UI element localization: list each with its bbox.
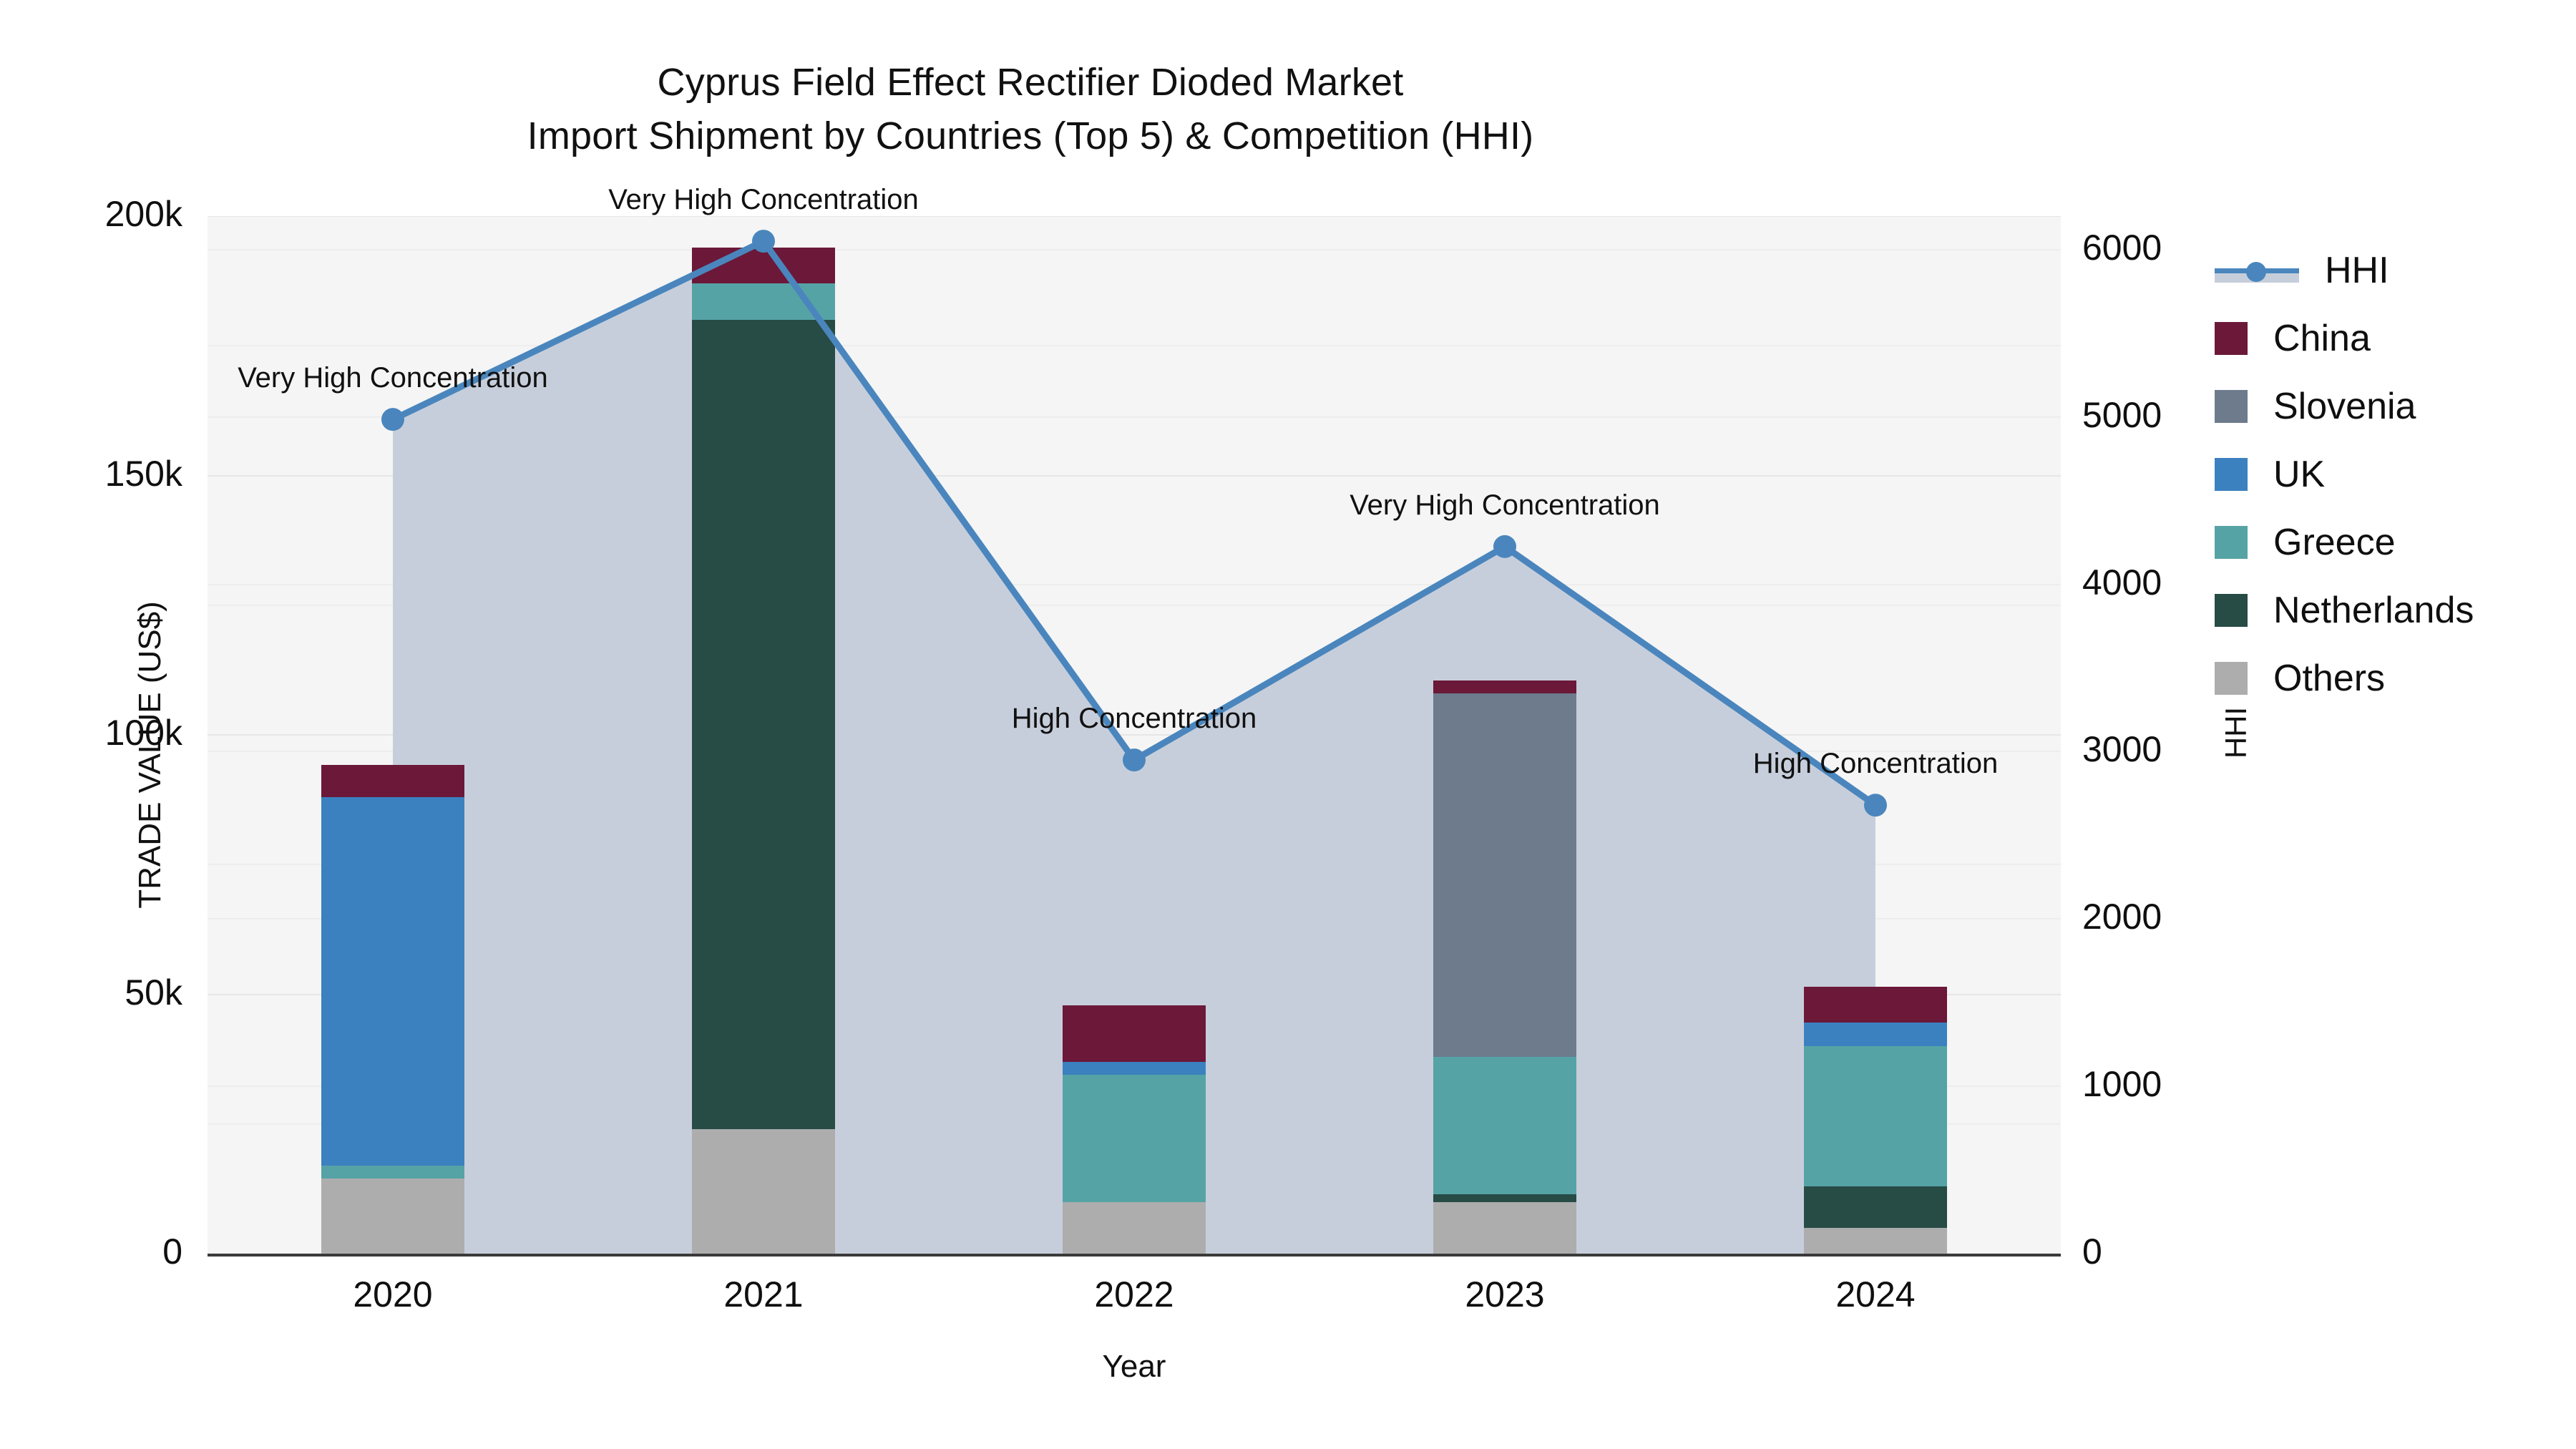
gridline-secondary (208, 583, 2061, 585)
bar-segment-others[interactable] (1063, 1201, 1206, 1254)
bar-segment-others[interactable] (692, 1129, 835, 1254)
hhi-marker[interactable] (1864, 794, 1887, 817)
gridline (208, 734, 2061, 736)
annotation-2022: High Concentration (1011, 703, 1257, 735)
bar-segment-greece[interactable] (1804, 1046, 1947, 1186)
legend-item-hhi[interactable]: HHI (2215, 236, 2474, 304)
bar-segment-greece[interactable] (1433, 1056, 1576, 1194)
legend-item-china[interactable]: China (2215, 304, 2474, 372)
legend-item-label: UK (2273, 453, 2326, 495)
bar-segment-china[interactable] (1063, 1005, 1206, 1062)
chart-title: Cyprus Field Effect Rectifier Dioded Mar… (0, 56, 2061, 162)
x-axis-tick-label-2023: 2023 (1465, 1274, 1545, 1314)
gridline-secondary (208, 416, 2061, 418)
bar-group[interactable] (1433, 216, 1576, 1254)
annotation-2021: Very High Concentration (608, 184, 919, 216)
x-axis-tick-label-2021: 2021 (723, 1274, 804, 1314)
legend-line-marker-icon (2215, 254, 2299, 287)
bar-segment-netherlands[interactable] (692, 320, 835, 1129)
y-axis-left-tick-label: 200k (104, 194, 182, 234)
bar-segment-uk[interactable] (1804, 1023, 1947, 1046)
legend-point-icon (2246, 261, 2266, 282)
legend-color-swatch (2215, 661, 2248, 695)
legend-item-label: Slovenia (2273, 385, 2416, 427)
y-axis-right-tick-label: 2000 (2082, 897, 2162, 937)
bar-group[interactable] (1063, 216, 1206, 1254)
legend-color-swatch (2215, 525, 2248, 559)
y-axis-right-tick-label: 1000 (2082, 1064, 2162, 1105)
y-axis-left-tick-label: 50k (125, 972, 182, 1013)
gridline-secondary (208, 248, 2061, 250)
hhi-marker[interactable] (1123, 748, 1146, 772)
y-axis-left-tick-label: 100k (104, 713, 182, 753)
bar-segment-others[interactable] (1804, 1227, 1947, 1254)
gridline (208, 216, 2061, 217)
legend-item-netherlands[interactable]: Netherlands (2215, 576, 2474, 644)
annotation-2020: Very High Concentration (238, 362, 548, 394)
y-axis-right-tick-label: 4000 (2082, 562, 2162, 602)
legend-item-others[interactable]: Others (2215, 644, 2474, 712)
bar-segment-greece[interactable] (321, 1165, 464, 1179)
hhi-marker[interactable] (752, 230, 775, 253)
bar-segment-china[interactable] (1433, 680, 1576, 693)
y-axis-left-tick-label: 0 (162, 1231, 182, 1272)
bar-segment-uk[interactable] (1063, 1061, 1206, 1075)
y-axis-right-tick-label: 6000 (2082, 227, 2162, 268)
plot-area (208, 216, 2061, 1254)
hhi-marker[interactable] (1493, 535, 1516, 558)
chart-legend: HHI China Slovenia UK Greece Netherlands Other… (2215, 236, 2474, 712)
bar-segment-china[interactable] (321, 765, 464, 797)
bar-group[interactable] (692, 216, 835, 1254)
bar-segment-greece[interactable] (1063, 1074, 1206, 1202)
legend-item-slovenia[interactable]: Slovenia (2215, 372, 2474, 440)
bar-segment-uk[interactable] (321, 797, 464, 1166)
bar-group[interactable] (1804, 216, 1947, 1254)
x-axis-tick-label-2022: 2022 (1094, 1274, 1174, 1314)
legend-item-label: Others (2273, 657, 2386, 699)
annotation-2023: Very High Concentration (1350, 489, 1660, 521)
chart-title-line-1: Cyprus Field Effect Rectifier Dioded Mar… (657, 61, 1404, 104)
gridline (208, 345, 2061, 347)
x-axis-spine (208, 1254, 2061, 1257)
bar-segment-greece[interactable] (692, 283, 835, 320)
legend-color-swatch (2215, 457, 2248, 491)
annotation-2024: High Concentration (1752, 748, 1999, 780)
bar-segment-others[interactable] (321, 1178, 464, 1254)
legend-item-label: HHI (2325, 249, 2389, 291)
hhi-marker[interactable] (381, 408, 404, 431)
legend-item-greece[interactable]: Greece (2215, 508, 2474, 576)
hhi-line-layer (381, 230, 1887, 817)
y-axis-left-title: TRADE VALUE (US$) (132, 601, 167, 909)
legend-item-uk[interactable]: UK (2215, 440, 2474, 508)
bar-segment-china[interactable] (1804, 986, 1947, 1023)
y-axis-right-tick-label: 0 (2082, 1231, 2102, 1272)
x-axis-tick-label-2024: 2024 (1835, 1274, 1916, 1314)
gridline (208, 604, 2061, 606)
legend-color-swatch (2215, 321, 2248, 355)
bar-segment-slovenia[interactable] (1433, 693, 1576, 1057)
legend-color-swatch (2215, 593, 2248, 627)
bar-segment-netherlands[interactable] (1433, 1194, 1576, 1202)
legend-item-label: Netherlands (2273, 589, 2474, 631)
bar-segment-netherlands[interactable] (1804, 1186, 1947, 1228)
y-axis-right-tick-label: 3000 (2082, 729, 2162, 770)
y-axis-right-tick-label: 5000 (2082, 394, 2162, 435)
gridline (208, 474, 2061, 477)
chart-title-line-2: Import Shipment by Countries (Top 5) & C… (527, 114, 1534, 157)
x-axis-tick-label-2020: 2020 (353, 1274, 433, 1314)
legend-item-label: Greece (2273, 521, 2396, 563)
bar-segment-others[interactable] (1433, 1201, 1576, 1254)
y-axis-left-tick-label: 150k (104, 453, 182, 494)
x-axis-title: Year (1102, 1349, 1166, 1384)
legend-item-label: China (2273, 317, 2371, 359)
bar-group[interactable] (321, 216, 464, 1254)
legend-color-swatch (2215, 389, 2248, 423)
